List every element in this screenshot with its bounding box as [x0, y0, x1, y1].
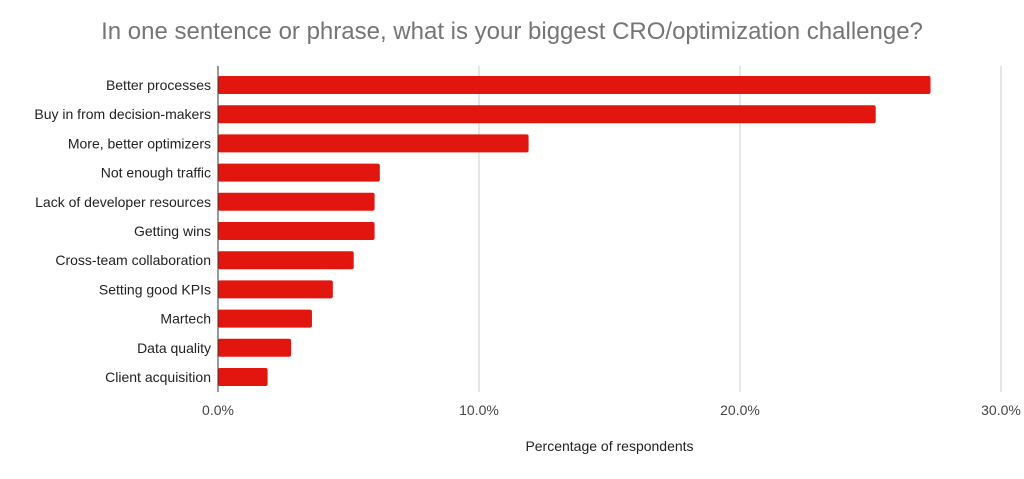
category-label: Setting good KPIs	[99, 281, 211, 297]
bar	[218, 134, 529, 153]
x-tick-label: 0.0%	[202, 402, 234, 418]
bar	[218, 368, 268, 386]
category-label: Getting wins	[134, 223, 211, 239]
bar	[218, 280, 333, 299]
category-label: Data quality	[137, 340, 211, 356]
category-label: More, better optimizers	[68, 135, 211, 151]
category-label: Buy in from decision-makers	[34, 106, 211, 122]
x-axis-title: Percentage of respondents	[525, 438, 694, 454]
bar	[218, 192, 375, 211]
bar	[218, 338, 292, 357]
x-tick-label: 20.0%	[720, 402, 760, 418]
bar	[218, 105, 876, 124]
x-tick-label: 30.0%	[981, 402, 1021, 418]
category-label: Not enough traffic	[101, 165, 211, 181]
bar	[218, 222, 375, 240]
chart-title: In one sentence or phrase, what is your …	[101, 18, 923, 45]
bar	[218, 309, 312, 328]
bar	[218, 163, 380, 182]
category-label: Cross-team collaboration	[55, 252, 211, 268]
bar	[218, 76, 931, 94]
bar	[218, 251, 354, 270]
category-label: Better processes	[106, 77, 211, 93]
x-tick-label: 10.0%	[459, 402, 499, 418]
category-label: Martech	[160, 311, 211, 327]
category-label: Client acquisition	[105, 369, 211, 385]
category-label: Lack of developer resources	[35, 194, 211, 210]
